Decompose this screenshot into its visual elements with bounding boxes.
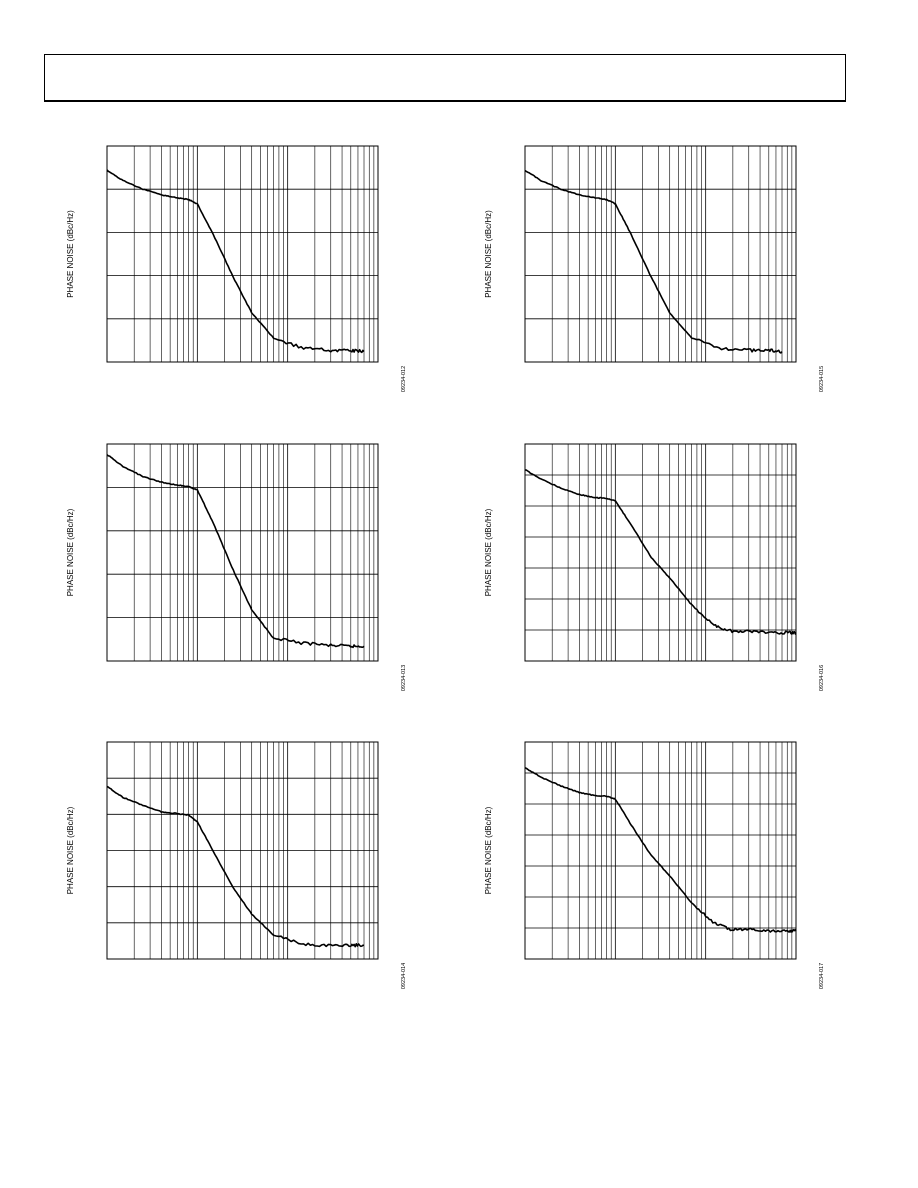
figure-id-label: 09234-017 (819, 963, 825, 989)
y-axis-label: PHASE NOISE (dBc/Hz) (484, 210, 493, 298)
phase-noise-chart-3: PHASE NOISE (dBc/Hz) 09234-013 (66, 443, 407, 691)
plot-frame (106, 741, 379, 960)
phase-noise-chart-1: PHASE NOISE (dBc/Hz) 09234-012 (66, 145, 407, 392)
plot-frame (524, 741, 797, 960)
phase-noise-series-line (524, 766, 797, 933)
y-axis-label: PHASE NOISE (dBc/Hz) (66, 508, 75, 596)
y-axis-label: PHASE NOISE (dBc/Hz) (66, 806, 75, 894)
phase-noise-series-line (106, 169, 365, 354)
figure-id-label: 09234-015 (819, 366, 825, 392)
phase-noise-series-line (106, 454, 365, 649)
y-axis-label: PHASE NOISE (dBc/Hz) (484, 806, 493, 894)
phase-noise-series-line (106, 785, 364, 948)
y-axis-label: PHASE NOISE (dBc/Hz) (66, 210, 75, 298)
phase-noise-chart-6: PHASE NOISE (dBc/Hz) 09234-017 (484, 741, 825, 989)
phase-noise-chart-2: PHASE NOISE (dBc/Hz) 09234-015 (484, 145, 825, 392)
page-header-box (44, 54, 846, 102)
phase-noise-series-line (524, 469, 797, 635)
plot-frame (106, 145, 379, 363)
figure-id-label: 09234-012 (401, 366, 407, 392)
figure-id-label: 09234-016 (819, 665, 825, 691)
phase-noise-chart-5: PHASE NOISE (dBc/Hz) 09234-014 (66, 741, 407, 989)
figure-id-label: 09234-014 (401, 963, 407, 989)
plot-frame (524, 443, 797, 662)
plot-frame (524, 145, 797, 363)
phase-noise-chart-4: PHASE NOISE (dBc/Hz) 09234-016 (484, 443, 825, 691)
figure-id-label: 09234-013 (401, 665, 407, 691)
phase-noise-series-line (524, 169, 783, 354)
y-axis-label: PHASE NOISE (dBc/Hz) (484, 508, 493, 596)
plot-frame (106, 443, 379, 662)
